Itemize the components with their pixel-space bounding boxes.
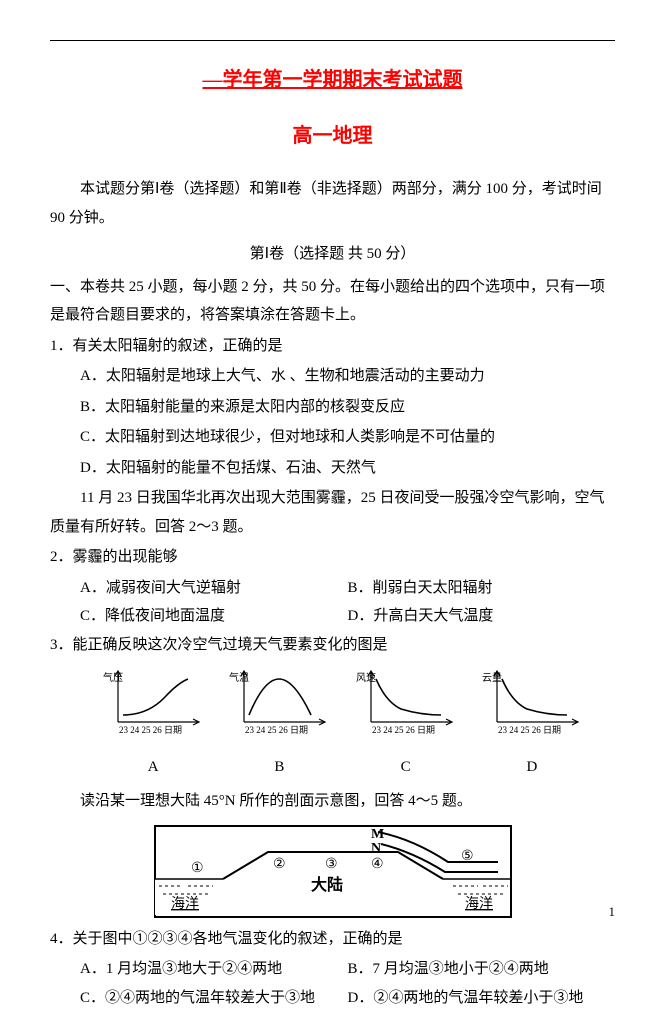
diagram-c1: ① [191,861,204,876]
chart-c-xticks: 23 24 25 26 日期 [372,725,435,735]
chart-c: 风速 23 24 25 26 日期 C [351,667,461,781]
chart-d-ylabel: 云量 [482,672,502,684]
context-4-5: 读沿某一理想大陆 45°N 所作的剖面示意图，回答 4～5 题。 [50,787,615,816]
diagram-c4: ④ [371,857,384,872]
q2-row1: A．减弱夜间大气逆辐射 B．削弱白天太阳辐射 [50,574,615,603]
q1-option-d: D．太阳辐射的能量不包括煤、石油、天然气 [50,454,615,483]
q1-option-c: C．太阳辐射到达地球很少，但对地球和人类影响是不可估量的 [50,423,615,452]
chart-a: 气压 23 24 25 26 日期 A [98,667,208,781]
q2-stem: 2．雾霾的出现能够 [50,543,615,572]
diagram-ocean-l: 海洋 [171,896,199,912]
section1-desc: 一、本卷共 25 小题，每小题 2 分，共 50 分。在每小题给出的四个选项中，… [50,273,615,330]
intro-text: 本试题分第Ⅰ卷（选择题）和第Ⅱ卷（非选择题）两部分，满分 100 分，考试时间 … [50,175,615,232]
q2-row2: C．降低夜间地面温度 D．升高白天大气温度 [50,602,615,631]
q2-option-c: C．降低夜间地面温度 [80,602,348,631]
chart-a-ylabel: 气压 [103,671,123,684]
chart-a-label: A [98,753,208,782]
chart-d-xticks: 23 24 25 26 日期 [498,725,561,735]
chart-b-label: B [224,753,334,782]
q45-diagram: M N ① ② ③ ④ ⑤ 大陆 海洋 海洋 [153,824,513,919]
chart-d: 云量 23 24 25 26 日期 D [477,667,587,781]
q1-option-a: A．太阳辐射是地球上大气、水 、生物和地震活动的主要动力 [50,362,615,391]
q4-row2: C．②④两地的气温年较差大于③地 D．②④两地的气温年较差小于③地 [50,984,615,1012]
chart-a-svg: 气压 23 24 25 26 日期 [103,667,203,742]
title-main: —学年第一学期期末考试试题 [50,61,615,99]
diagram-c5: ⑤ [461,849,474,864]
diagram-c3: ③ [325,857,338,872]
diagram-ocean-r: 海洋 [465,896,493,912]
diagram-c2: ② [273,857,286,872]
q2-option-d: D．升高白天大气温度 [348,602,616,631]
q4-row1: A．1 月均温③地大于②④两地 B．7 月均温③地小于②④两地 [50,955,615,984]
chart-c-label: C [351,753,461,782]
q4-option-c: C．②④两地的气温年较差大于③地 [80,984,348,1012]
q4-option-d: D．②④两地的气温年较差小于③地 [348,984,616,1012]
chart-b-svg: 气温 23 24 25 26 日期 [229,667,329,742]
chart-b-xticks: 23 24 25 26 日期 [245,725,308,735]
chart-d-svg: 云量 23 24 25 26 日期 [482,667,582,742]
q2-option-a: A．减弱夜间大气逆辐射 [80,574,348,603]
q4-option-a: A．1 月均温③地大于②④两地 [80,955,348,984]
top-rule [50,40,615,41]
section1-head: 第Ⅰ卷（选择题 共 50 分） [50,240,615,269]
q1-option-b: B．太阳辐射能量的来源是太阳内部的核裂变反应 [50,393,615,422]
q4-option-b: B．7 月均温③地小于②④两地 [348,955,616,984]
q4-stem: 4．关于图中①②③④各地气温变化的叙述，正确的是 [50,925,615,954]
chart-c-ylabel: 风速 [356,672,376,684]
q45-diagram-row: M N ① ② ③ ④ ⑤ 大陆 海洋 海洋 [50,818,615,925]
diagram-land: 大陆 [311,875,343,894]
title-sub: 高一地理 [50,117,615,155]
diagram-label-m: M [371,827,384,842]
q1-stem: 1．有关太阳辐射的叙述，正确的是 [50,332,615,361]
chart-d-label: D [477,753,587,782]
diagram-label-n: N [371,841,381,856]
page-number: 1 [609,900,616,925]
chart-b-ylabel: 气温 [229,671,249,684]
chart-c-svg: 风速 23 24 25 26 日期 [356,667,456,742]
context-2-3: 11 月 23 日我国华北再次出现大范围雾霾，25 日夜间受一股强冷空气影响，空… [50,484,615,541]
chart-b: 气温 23 24 25 26 日期 B [224,667,334,781]
q3-charts: 气压 23 24 25 26 日期 A 气温 23 24 25 26 日期 B … [50,661,615,783]
chart-a-xticks: 23 24 25 26 日期 [119,725,182,735]
q3-stem: 3．能正确反映这次冷空气过境天气要素变化的图是 [50,631,615,660]
q2-option-b: B．削弱白天太阳辐射 [348,574,616,603]
